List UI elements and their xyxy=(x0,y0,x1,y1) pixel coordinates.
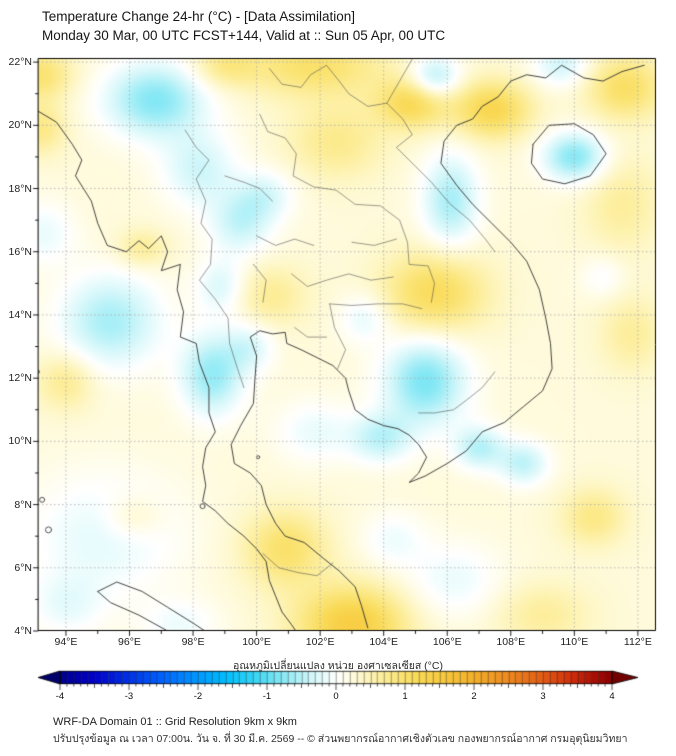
colorbar-tick-label: 3 xyxy=(540,691,546,702)
lon-tick-label: 102°E xyxy=(305,636,335,648)
lat-tick-label: 16°N xyxy=(8,245,32,258)
lat-tick-label: 6°N xyxy=(14,561,32,574)
lon-tick-label: 104°E xyxy=(369,636,399,648)
lon-tick-label: 96°E xyxy=(118,636,141,648)
lon-tick-label: 110°E xyxy=(560,636,589,648)
lat-tick-label: 4°N xyxy=(14,625,32,637)
lat-tick-label: 18°N xyxy=(8,182,32,195)
update-credit-text: ปรับปรุงข้อมูล ณ เวลา 07:00น. วัน จ. ที่… xyxy=(53,733,628,745)
lon-tick-label: 108°E xyxy=(496,636,526,648)
lat-tick-label: 12°N xyxy=(8,372,32,385)
colorbar-tick-label: -3 xyxy=(124,691,134,702)
lon-tick-label: 106°E xyxy=(432,636,462,648)
colorbar-tick-label: 1 xyxy=(402,691,408,702)
lat-axis-labels: 22°N 20°N 18°N 16°N 14°N 12°N 10°N 8°N 6°N 4°N xyxy=(0,48,33,640)
colorbar-tick-label: 2 xyxy=(471,691,477,702)
lon-tick-label: 94°E xyxy=(54,636,78,648)
temperature-field-map-canvas xyxy=(28,48,664,640)
lat-tick-label: 22°N xyxy=(8,56,32,69)
lat-tick-label: 8°N xyxy=(14,498,32,511)
lon-axis-labels: 94°E 96°E 98°E 100°E 102°E 104°E 106°E 108°E 110… xyxy=(28,636,668,650)
model-info-text: WRF-DA Domain 01 :: Grid Resolution 9km … xyxy=(53,716,297,728)
lon-tick-label: 98°E xyxy=(181,636,205,648)
lat-tick-label: 20°N xyxy=(8,119,32,132)
colorbar-tick-label: -1 xyxy=(262,691,272,702)
colorbar-tick-labels: -4 -3 -2 -1 0 1 2 3 4 xyxy=(37,691,639,703)
lon-tick-label: 100°E xyxy=(242,636,271,648)
colorbar-canvas xyxy=(37,669,639,691)
colorbar-tick-label: 0 xyxy=(333,691,339,702)
colorbar-tick-label: -4 xyxy=(55,691,65,702)
colorbar-tick-label: -2 xyxy=(193,691,203,702)
figure-title: Temperature Change 24-hr (°C) - [Data As… xyxy=(42,9,356,24)
figure-subtitle: Monday 30 Mar, 00 UTC FCST+144, Valid at… xyxy=(42,28,446,43)
lon-tick-label: 112°E xyxy=(623,636,652,648)
colorbar-tick-label: 4 xyxy=(609,691,615,702)
lat-tick-label: 14°N xyxy=(8,308,32,321)
lat-tick-label: 10°N xyxy=(8,435,32,448)
